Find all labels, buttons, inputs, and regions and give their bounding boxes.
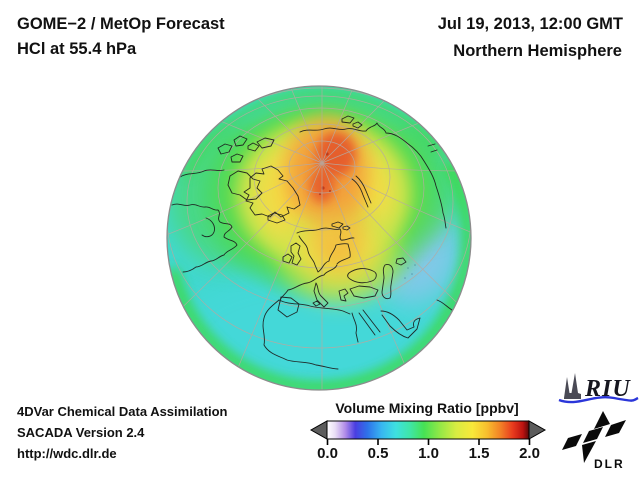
colorbar-tick-label: 0.0 bbox=[317, 445, 338, 462]
datetime-label: Jul 19, 2013, 12:00 GMT bbox=[437, 15, 623, 33]
limb-green-band-lower bbox=[167, 160, 471, 390]
title-line2: HCl at 55.4 hPa bbox=[17, 40, 137, 58]
colorbar-ticks bbox=[326, 439, 531, 445]
colorbar-arrow-right bbox=[528, 420, 547, 440]
colorbar-gradient-bar bbox=[326, 420, 530, 440]
colorbar-arrow-left bbox=[309, 420, 328, 440]
globe-field bbox=[167, 86, 471, 390]
dlr-logo: DLR bbox=[562, 411, 626, 471]
colorbar: Volume Mixing Ratio [ppbv] 0.0 0.5 1.0 1… bbox=[309, 400, 557, 470]
coastlines bbox=[171, 115, 459, 370]
riu-logo: RIU bbox=[558, 373, 639, 404]
graticule bbox=[167, 86, 471, 390]
colorbar-tick-label: 2.0 bbox=[519, 445, 540, 462]
title-line1: GOME−2 / MetOp Forecast bbox=[17, 15, 225, 33]
footer-line1: 4DVar Chemical Data Assimilation bbox=[17, 404, 228, 419]
cologne-cathedral-icon bbox=[564, 373, 581, 399]
globe-outline bbox=[166, 85, 472, 391]
colorbar-scale bbox=[309, 420, 547, 445]
dlr-emblem-icon bbox=[562, 411, 626, 463]
colorbar-tick-label: 1.5 bbox=[468, 445, 490, 462]
limb-green-band-upper bbox=[182, 87, 443, 178]
colorbar-title: Volume Mixing Ratio [ppbv] bbox=[335, 400, 519, 416]
riu-wave-icon bbox=[558, 396, 639, 404]
dlr-logo-text: DLR bbox=[594, 457, 625, 471]
colorbar-tick-label: 1.0 bbox=[418, 445, 439, 462]
field-speckle-dots bbox=[404, 264, 416, 279]
region-label: Northern Hemisphere bbox=[453, 42, 622, 60]
footer-url: http://wdc.dlr.de bbox=[17, 446, 117, 461]
colorbar-tick-label: 0.5 bbox=[367, 445, 389, 462]
footer-line2: SACADA Version 2.4 bbox=[17, 425, 145, 440]
